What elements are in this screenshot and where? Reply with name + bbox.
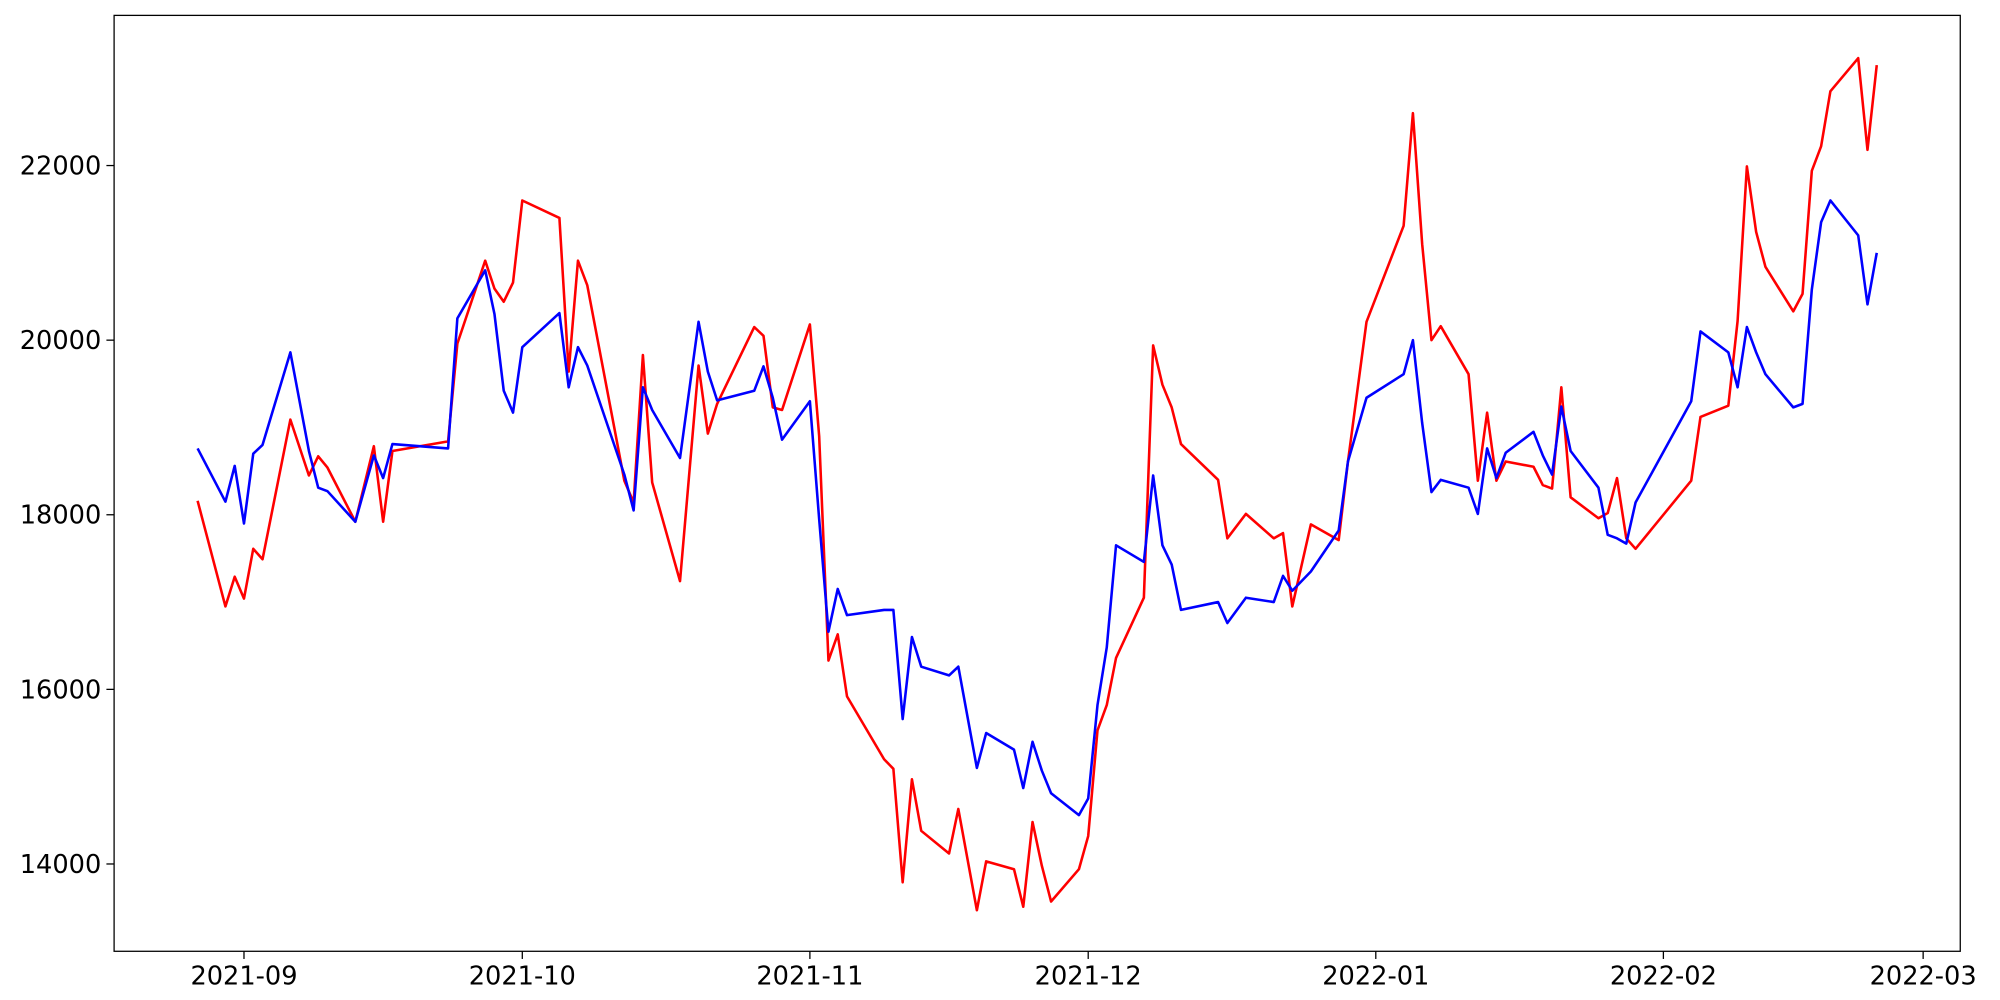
y-tick-label: 22000	[20, 152, 102, 182]
x-tick-label: 2022-03	[1870, 962, 1977, 992]
series-line	[196, 56, 1879, 912]
y-tick-label: 20000	[20, 326, 102, 356]
series-line	[196, 199, 1879, 817]
x-tick-label: 2021-11	[756, 962, 863, 992]
x-tick-label: 2021-09	[190, 962, 297, 992]
x-tick-label: 2022-01	[1322, 962, 1429, 992]
plot-frame	[113, 14, 1961, 952]
y-tick-label: 14000	[20, 850, 102, 880]
y-tick-label: 18000	[20, 501, 102, 531]
x-tick-label: 2021-12	[1035, 962, 1142, 992]
x-tick-label: 2021-10	[469, 962, 576, 992]
y-tick-label: 16000	[20, 675, 102, 705]
x-tick-label: 2022-02	[1610, 962, 1717, 992]
